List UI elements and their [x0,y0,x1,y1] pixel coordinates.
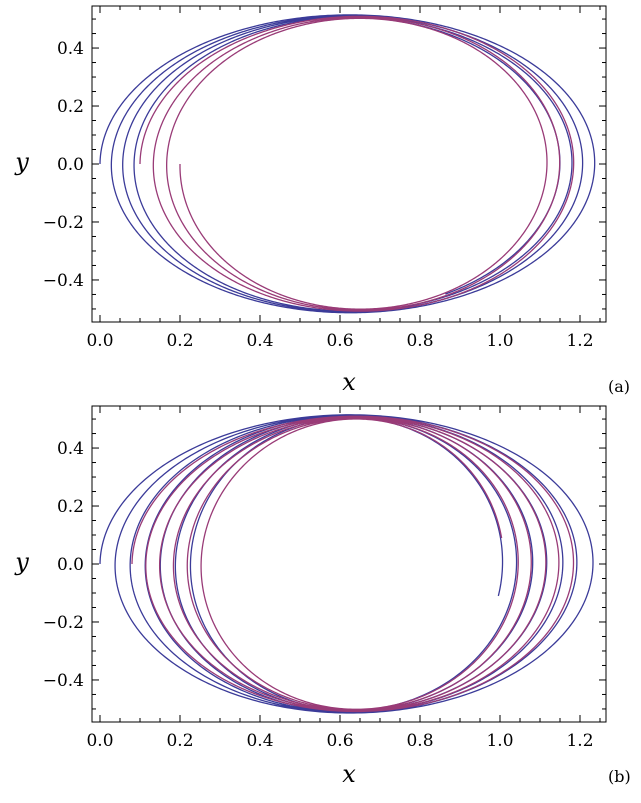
x-tick-label: 0.6 [326,331,353,351]
y-tick-label: 0.0 [57,555,84,575]
panel-label: (b) [608,767,631,786]
x-axis-label: x [342,368,356,396]
x-tick-label: 1.2 [566,731,593,751]
x-tick-label: 0.8 [406,331,433,351]
x-tick-label: 1.0 [486,731,513,751]
y-tick-label: −0.2 [43,213,84,233]
x-tick-label: 0.2 [166,331,193,351]
x-tick-label: 0.0 [86,731,113,751]
y-tick-label: 0.2 [57,97,84,117]
panel-a: 0.0 0.2 0.4 0.6 0.8 1.0 1.2 −0.4 −0.2 0.0 0.2 0.4 x y… [14,5,630,396]
y-tick-label: −0.4 [43,671,84,691]
x-tick-label: 0.8 [406,731,433,751]
x-tick-label: 0.6 [326,731,353,751]
series-1-line [99,14,596,314]
panel-b: 0.0 0.2 0.4 0.6 0.8 1.0 1.2 −0.4 −0.2 0.0 0.2 0.4 x y… [14,405,631,788]
y-tick-label: 0.4 [57,39,84,59]
x-tick-label: 1.0 [486,331,513,351]
y-tick-label: 0.0 [57,155,84,175]
series-2-line [131,415,575,713]
y-axis-label: y [14,148,29,176]
series-2-line [139,15,575,312]
plot-frame [91,405,607,723]
y-axis-label: y [14,548,29,576]
x-axis-label: x [342,760,356,788]
y-tick-label: 0.2 [57,497,84,517]
x-tick-label: 0.0 [86,331,113,351]
panel-label: (a) [608,377,630,396]
y-tick-label: −0.2 [43,613,84,633]
plot-frame [91,5,607,323]
y-tick-label: 0.4 [57,439,84,459]
y-tick-label: −0.4 [43,271,84,291]
x-tick-label: 0.2 [166,731,193,751]
x-tick-label: 0.4 [246,731,273,751]
x-tick-label: 1.2 [566,331,593,351]
x-tick-label: 0.4 [246,331,273,351]
